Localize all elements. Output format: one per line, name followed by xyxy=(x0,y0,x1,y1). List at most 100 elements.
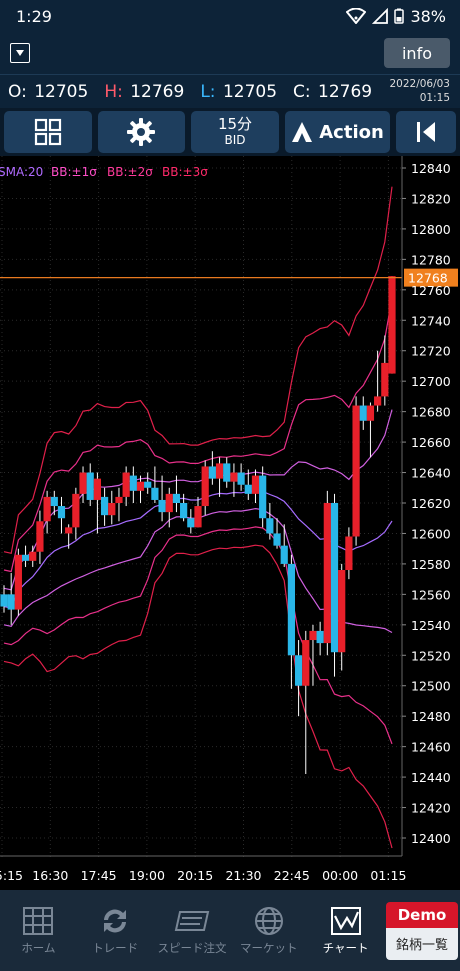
candle-down xyxy=(144,481,152,488)
collapse-panel-button[interactable] xyxy=(396,111,456,153)
candle-down xyxy=(57,506,66,519)
settings-button[interactable] xyxy=(97,111,186,153)
time-tick-label: 20:15 xyxy=(177,868,213,883)
candle-down xyxy=(359,405,367,421)
nav-market[interactable]: マーケット xyxy=(230,890,307,971)
ohlc-bar: O: 12705 H: 12769 L: 12705 C: 12769 2022… xyxy=(0,74,460,108)
nav-chart-label: チャート xyxy=(322,940,369,955)
candle-up xyxy=(72,493,80,528)
current-price-line: 12768 xyxy=(0,268,458,287)
time-tick-label: 22:45 xyxy=(274,868,310,883)
candle-down xyxy=(223,463,231,482)
candle-up xyxy=(381,362,389,397)
candle-down xyxy=(208,466,216,479)
bb-2sigma-upper xyxy=(3,298,393,573)
nav-speed-order-label: スピード注文 xyxy=(157,940,227,955)
legend-bb1: BB:±1σ xyxy=(51,165,97,179)
signal-icon xyxy=(372,8,389,24)
wifi-icon xyxy=(346,8,367,24)
indicator-legend: SMA:20 BB:±1σ BB:±2σ BB:±3σ xyxy=(0,165,208,179)
candle-down xyxy=(100,496,109,516)
nav-home[interactable]: ホーム xyxy=(0,890,77,971)
action-label: Action xyxy=(319,121,384,143)
chart-line-icon xyxy=(330,906,361,935)
candle-up xyxy=(122,472,130,497)
price-tick-label: 12440 xyxy=(411,770,451,785)
symbol-list-label: 銘柄一覧 xyxy=(385,927,458,960)
low-label: L: xyxy=(200,81,216,102)
open-price: O: 12705 xyxy=(8,82,88,102)
battery-level: 38% xyxy=(410,6,446,26)
candle-down xyxy=(187,518,195,528)
info-button[interactable]: info xyxy=(384,38,450,68)
trade-arrows-icon xyxy=(104,909,127,932)
home-grid-icon xyxy=(23,906,54,935)
grid-icon xyxy=(34,118,61,146)
chart-grid xyxy=(0,156,402,858)
candle-up xyxy=(136,481,145,491)
price-axis: 12840 12820 12800 12780 12760 12740 12720 12700… xyxy=(0,156,451,857)
candle-up xyxy=(14,554,22,610)
candle-up xyxy=(79,472,87,494)
price-tick-label: 12620 xyxy=(411,496,451,511)
app-header: info xyxy=(0,32,460,74)
price-type-label: BID xyxy=(224,133,246,147)
price-tick-label: 12540 xyxy=(411,618,451,633)
candle-down xyxy=(50,496,58,507)
legend-bb3: BB:±3σ xyxy=(162,165,208,179)
candle-down xyxy=(0,594,8,607)
price-tick-label: 12520 xyxy=(411,648,451,663)
ohlc-time: 01:15 xyxy=(419,92,450,104)
price-tick-label: 12400 xyxy=(411,831,451,846)
speed-icon xyxy=(174,910,210,931)
nav-speed-order[interactable]: スピード注文 xyxy=(154,890,231,971)
low-value: 12705 xyxy=(222,81,278,102)
price-tick-label: 12780 xyxy=(411,252,451,267)
layout-button[interactable] xyxy=(4,111,92,153)
candle-up xyxy=(29,551,37,561)
interval-button[interactable]: 15分 BID xyxy=(191,111,279,153)
nav-chart[interactable]: チャート xyxy=(307,890,384,971)
candle-down xyxy=(86,472,94,500)
candle-up xyxy=(65,527,73,534)
time-axis: 15:15 16:30 17:45 19:00 20:15 21:30 22:45 00:00… xyxy=(0,868,406,883)
time-tick-label: 21:30 xyxy=(225,868,261,883)
symbol-dropdown-button[interactable] xyxy=(10,43,30,63)
price-tick-label: 12820 xyxy=(411,191,451,206)
price-tick-label: 12700 xyxy=(411,374,451,389)
candle-up xyxy=(194,506,202,528)
price-tick-label: 12560 xyxy=(411,587,451,602)
price-tick-label: 12660 xyxy=(411,435,451,450)
current-price-badge xyxy=(404,268,458,287)
action-button[interactable]: Action xyxy=(284,111,391,153)
candle-up xyxy=(309,630,317,641)
chart-area[interactable]: 12768 12840 12820 12800 12780 12760 12740 1272… xyxy=(0,156,460,890)
candlestick-chart[interactable]: 12768 12840 12820 12800 12780 12760 12740 1272… xyxy=(0,156,460,890)
time-tick-label: 19:00 xyxy=(129,868,165,883)
globe-icon xyxy=(254,906,283,935)
nav-symbol-list[interactable]: Demo 銘柄一覧 xyxy=(384,890,460,971)
current-price-label: 12768 xyxy=(408,271,448,286)
action-icon xyxy=(292,122,313,142)
demo-badge[interactable]: Demo 銘柄一覧 xyxy=(385,901,458,960)
candle-up xyxy=(43,496,51,522)
price-tick-label: 12740 xyxy=(411,313,451,328)
price-tick-label: 12460 xyxy=(411,740,451,755)
chart-toolbar: 15分 BID Action xyxy=(0,108,460,156)
ohlc-date: 2022/06/03 xyxy=(389,78,450,90)
price-tick-label: 12580 xyxy=(411,557,451,572)
legend-bb2: BB:±2σ xyxy=(107,165,153,179)
candle-down xyxy=(151,487,159,500)
nav-trade[interactable]: トレード xyxy=(77,890,154,971)
price-tick-label: 12420 xyxy=(411,801,451,816)
candle-down xyxy=(280,545,288,564)
close-price: C: 12769 xyxy=(293,82,372,102)
close-value: 12769 xyxy=(318,81,373,102)
nav-home-label: ホーム xyxy=(21,940,56,955)
bb-3sigma-upper xyxy=(3,186,393,555)
bb-1sigma-upper xyxy=(3,409,393,591)
gear-icon xyxy=(127,118,156,146)
price-tick-label: 12680 xyxy=(411,405,451,420)
price-tick-label: 12760 xyxy=(411,283,451,298)
candle-down xyxy=(237,472,245,485)
